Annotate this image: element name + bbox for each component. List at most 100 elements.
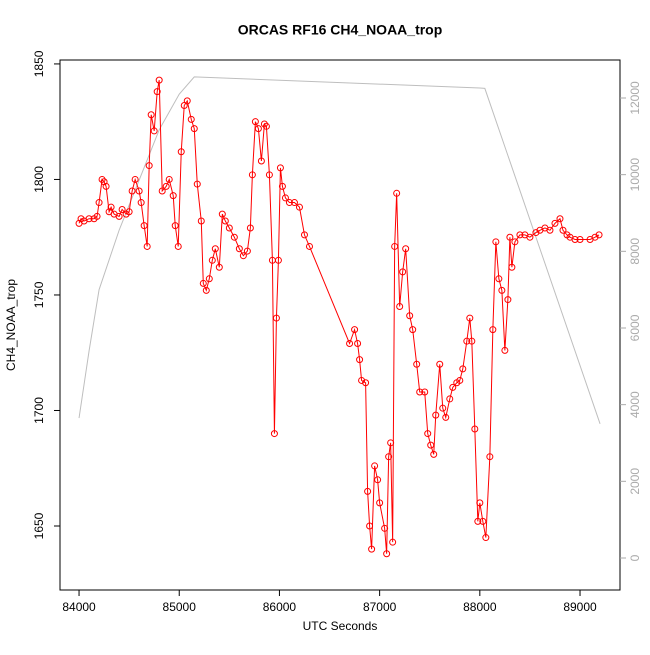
point xyxy=(346,339,354,347)
x-tick-label: 89000 xyxy=(563,600,597,614)
point xyxy=(358,376,366,384)
point xyxy=(446,395,454,403)
point xyxy=(551,219,559,227)
y2-tick-label: 10000 xyxy=(628,158,642,192)
point xyxy=(230,233,238,241)
point xyxy=(362,379,370,387)
point xyxy=(591,233,599,241)
point xyxy=(265,171,273,179)
point xyxy=(402,245,410,253)
point xyxy=(281,194,289,202)
point xyxy=(526,233,534,241)
y2-tick-label: 6000 xyxy=(628,314,642,341)
point xyxy=(396,303,404,311)
point xyxy=(128,187,136,195)
point xyxy=(205,275,213,283)
point xyxy=(482,534,490,542)
point xyxy=(413,360,421,368)
point xyxy=(546,226,554,234)
point xyxy=(93,212,101,220)
point xyxy=(174,242,182,250)
y2-tick-label: 8000 xyxy=(628,238,642,265)
point xyxy=(135,187,143,195)
point xyxy=(272,314,280,322)
point xyxy=(177,148,185,156)
x-axis-label: UTC Seconds xyxy=(303,619,378,633)
point xyxy=(466,314,474,322)
point xyxy=(479,517,487,525)
point xyxy=(147,111,155,119)
point xyxy=(498,286,506,294)
point xyxy=(389,538,397,546)
y-tick-label: 1850 xyxy=(32,50,46,77)
plot-box xyxy=(59,59,621,591)
x-tick-label: 87000 xyxy=(363,600,397,614)
point xyxy=(300,231,308,239)
point xyxy=(211,245,219,253)
point xyxy=(140,222,148,230)
point xyxy=(391,242,399,250)
point xyxy=(399,268,407,276)
point xyxy=(270,430,278,438)
x-tick-label: 85000 xyxy=(163,600,197,614)
point xyxy=(504,296,512,304)
y-tick-label: 1800 xyxy=(32,166,46,193)
point xyxy=(165,175,173,183)
point xyxy=(468,337,476,345)
point xyxy=(476,499,484,507)
point xyxy=(356,356,364,364)
point xyxy=(145,162,153,170)
point xyxy=(215,263,223,271)
point xyxy=(102,182,110,190)
point xyxy=(208,256,216,264)
point xyxy=(381,524,389,532)
point xyxy=(559,226,567,234)
y2-tick-label: 2000 xyxy=(628,468,642,495)
point xyxy=(556,215,564,223)
point xyxy=(274,256,282,264)
point xyxy=(376,499,384,507)
point xyxy=(354,339,362,347)
point xyxy=(486,453,494,461)
point xyxy=(371,462,379,470)
point xyxy=(449,383,457,391)
point xyxy=(243,247,251,255)
point xyxy=(430,450,438,458)
y2-tick-label: 12000 xyxy=(628,81,642,115)
point xyxy=(85,215,93,223)
series-line xyxy=(78,80,600,554)
point xyxy=(442,413,450,421)
point xyxy=(187,115,195,123)
point xyxy=(137,199,145,207)
y-tick-label: 1650 xyxy=(32,512,46,539)
y2-tick-label: 0 xyxy=(628,554,642,561)
point xyxy=(218,210,226,218)
point xyxy=(169,192,177,200)
point xyxy=(364,487,372,495)
point xyxy=(501,346,509,354)
point xyxy=(158,187,166,195)
point xyxy=(387,439,395,447)
point xyxy=(197,217,205,225)
y2-tick-label: 4000 xyxy=(628,391,642,418)
point xyxy=(285,199,293,207)
point xyxy=(495,275,503,283)
point xyxy=(183,97,191,105)
point xyxy=(199,279,207,287)
y-tick-label: 1750 xyxy=(32,281,46,308)
point xyxy=(406,312,414,320)
point xyxy=(221,217,229,225)
point xyxy=(162,182,170,190)
point xyxy=(439,404,447,412)
point xyxy=(416,388,424,396)
point xyxy=(251,118,259,126)
point xyxy=(107,203,115,211)
point xyxy=(492,238,500,246)
point xyxy=(153,88,161,96)
x-tick-label: 86000 xyxy=(263,600,297,614)
point xyxy=(532,229,540,237)
point xyxy=(278,182,286,190)
point xyxy=(508,263,516,271)
point xyxy=(374,476,382,484)
